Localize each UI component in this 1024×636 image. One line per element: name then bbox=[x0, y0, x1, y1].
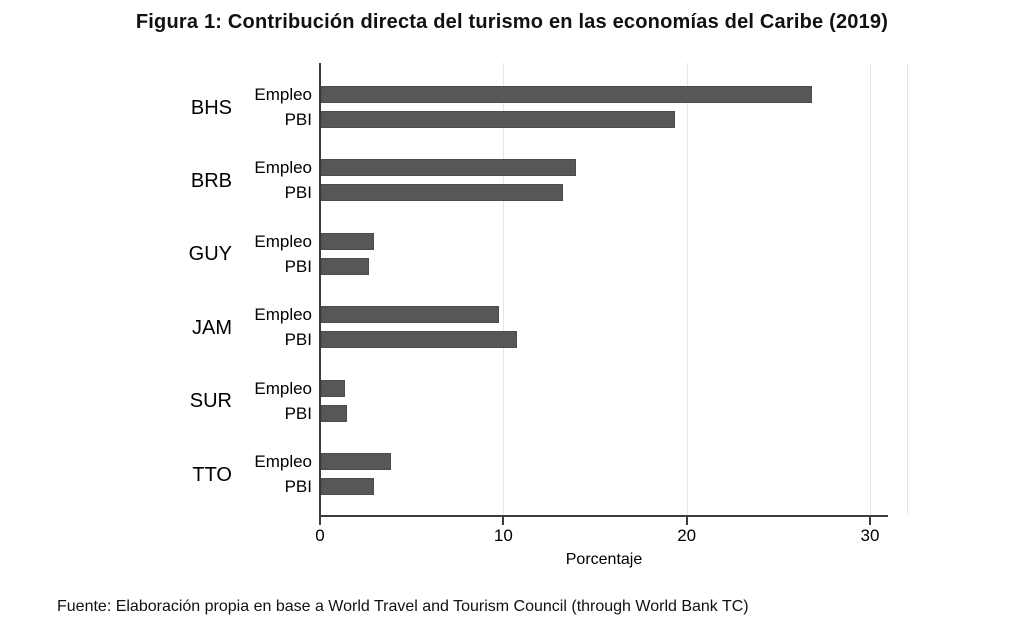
x-tick-0 bbox=[319, 517, 321, 525]
bar-JAM-empleo bbox=[321, 306, 499, 324]
gridline-10 bbox=[503, 63, 505, 515]
x-axis-title: Porcentaje bbox=[565, 551, 643, 568]
row-label-TTO-pbi: PBI bbox=[284, 477, 312, 496]
x-tick-label-20: 20 bbox=[677, 526, 697, 545]
x-tick-20 bbox=[685, 517, 688, 525]
row-label-BRB-empleo: Empleo bbox=[254, 158, 312, 178]
bar-BHS-pbi bbox=[321, 111, 675, 128]
row-label-JAM-empleo: Empleo bbox=[254, 305, 312, 325]
source-note: Fuente: Elaboración propia en base a Wor… bbox=[57, 598, 749, 615]
country-label-TTO: TTO bbox=[192, 463, 232, 486]
row-label-JAM-pbi: PBI bbox=[284, 330, 312, 350]
country-label-SUR: SUR bbox=[189, 390, 232, 413]
row-label-GUY-pbi: PBI bbox=[284, 256, 312, 276]
bar-BRB-pbi bbox=[321, 184, 563, 202]
bar-BHS-empleo bbox=[321, 86, 813, 103]
row-label-GUY-empleo: Empleo bbox=[254, 231, 312, 251]
bar-BRB-empleo bbox=[321, 159, 576, 177]
row-label-BRB-pbi: PBI bbox=[284, 183, 312, 203]
y-axis-line bbox=[319, 63, 321, 515]
bar-TTO-empleo bbox=[321, 453, 391, 470]
bar-TTO-pbi bbox=[321, 478, 375, 495]
country-label-JAM: JAM bbox=[192, 316, 232, 339]
bar-SUR-empleo bbox=[321, 379, 345, 397]
row-label-BHS-pbi: PBI bbox=[284, 110, 312, 129]
chart-title: Figura 1: Contribución directa del turis… bbox=[135, 11, 889, 33]
row-label-SUR-empleo: Empleo bbox=[254, 378, 312, 398]
bar-SUR-pbi bbox=[321, 404, 347, 422]
row-label-SUR-pbi: PBI bbox=[284, 403, 312, 423]
x-tick-30 bbox=[868, 517, 871, 525]
x-tick-10 bbox=[502, 517, 505, 525]
x-axis-line bbox=[319, 515, 888, 517]
row-label-TTO-empleo: Empleo bbox=[254, 452, 312, 471]
country-label-BHS: BHS bbox=[190, 96, 232, 119]
country-label-BRB: BRB bbox=[190, 169, 232, 192]
bar-GUY-pbi bbox=[321, 257, 369, 275]
row-label-BHS-empleo: Empleo bbox=[254, 85, 312, 104]
x-tick-label-10: 10 bbox=[493, 526, 513, 545]
bar-chart-plot-area: Empleo PBI BHS Empleo PBI BRB Empleo PBI GUY Empl… bbox=[188, 63, 908, 568]
x-tick-label-30: 30 bbox=[860, 526, 880, 545]
country-label-GUY: GUY bbox=[188, 243, 232, 266]
gridline-20 bbox=[686, 63, 688, 515]
x-tick-label-0: 0 bbox=[315, 526, 325, 545]
bar-GUY-empleo bbox=[321, 232, 375, 250]
gridline-30 bbox=[869, 63, 871, 515]
bar-JAM-pbi bbox=[321, 331, 518, 349]
plot-right-boundary bbox=[907, 63, 908, 515]
